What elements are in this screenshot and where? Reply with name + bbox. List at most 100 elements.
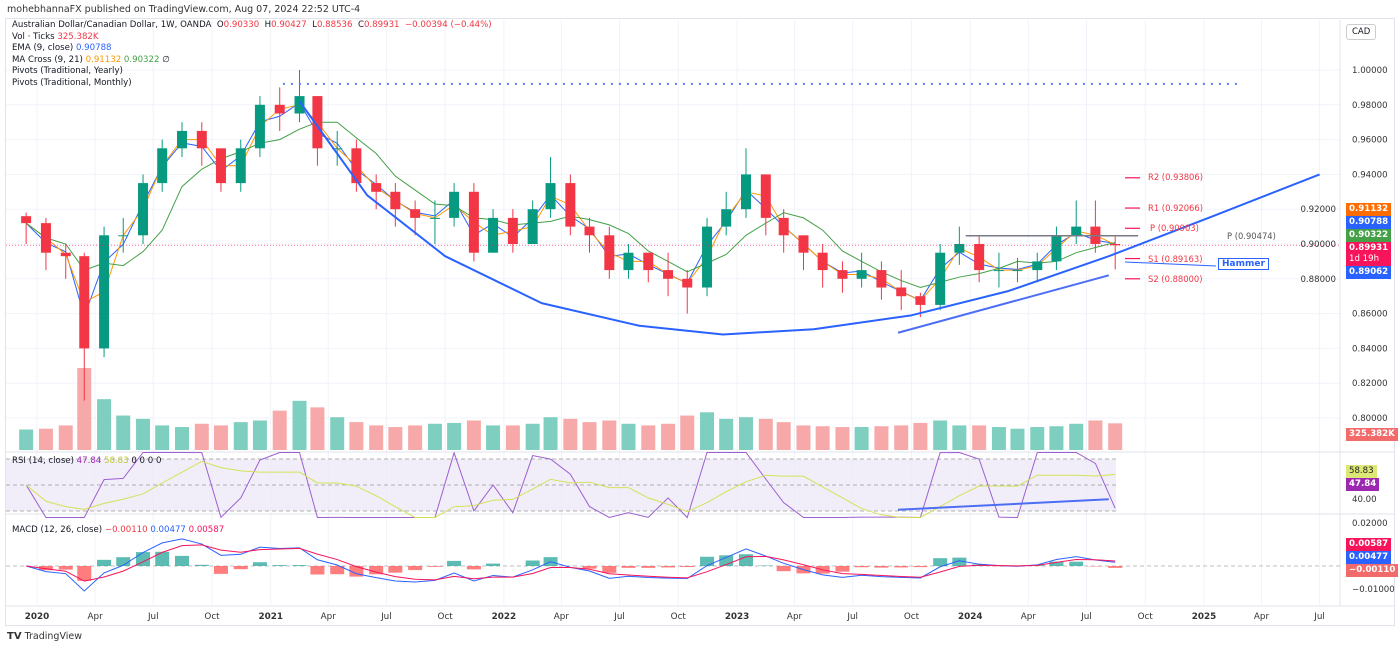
volume-bar [874,426,889,450]
candle-body [312,96,323,149]
rsi-ma-line [25,460,1116,518]
chart-legend: Australian Dollar/Canadian Dollar, 1W, O… [12,20,492,90]
candle-body [235,148,246,184]
legend-symbol[interactable]: Australian Dollar/Canadian Dollar, 1W, O… [12,20,492,30]
time-axis-label: Oct [671,612,687,622]
macd-histogram-bar [213,566,228,574]
macd-histogram-bar [136,552,151,566]
volume-bar [700,412,715,450]
price-axis-label: 0.84000 [1352,344,1388,354]
candle-body [488,217,499,253]
candle-body [1071,226,1082,236]
candle-body [390,191,401,210]
macd-legend[interactable]: MACD (12, 26, close) −0.00110 0.00477 0.… [12,525,225,535]
rsi-legend[interactable]: RSI (14, close) 47.84 58.83 0 0 0 0 [12,456,162,466]
time-axis-label: 2023 [725,612,749,622]
volume-tag: 325.382K [1346,428,1398,441]
time-axis-label: Apr [1254,612,1270,622]
candle-body [118,235,129,237]
candle-body [876,270,887,288]
macd-histogram-bar [369,566,384,575]
macd-histogram-bar [77,566,92,581]
macd-histogram-bar [739,554,754,566]
candle-body [915,296,926,305]
legend-pivots-yearly[interactable]: Pivots (Traditional, Yearly) [12,66,123,77]
macd-axis-label: 0.02000 [1352,519,1388,529]
price-tag-s1: 0.89062 [1346,266,1392,279]
hammer-annotation[interactable]: Hammer [1218,258,1269,270]
macd-signal-tag: 0.00587 [1346,538,1392,551]
volume-bar [894,425,909,450]
volume-bar [661,423,676,450]
price-axis-label: 0.86000 [1352,310,1388,320]
currency-button[interactable]: CAD [1346,24,1377,40]
candle-body [99,235,110,349]
candle-body [584,226,595,236]
price-tag-ma-slow: 0.90322 [1346,229,1392,242]
candle-body [60,252,71,257]
macd-histogram-bar [292,565,307,566]
rsi-axis-label: 40.00 [1352,495,1377,505]
volume-bar [408,425,423,450]
macd-histogram-bar [952,557,967,566]
volume-bar [136,418,151,450]
time-axis-label: Jul [147,612,159,622]
candle-body [778,217,789,236]
volume-bar [369,425,384,450]
candle-body [856,270,867,279]
volume-bar [913,422,928,450]
price-axis-label: 0.96000 [1352,136,1388,146]
legend-ema[interactable]: EMA (9, close) 0.90788 [12,43,112,54]
volume-bar [447,422,462,450]
price-tag-ma-fast: 0.91132 [1346,203,1392,216]
pivot-s2-label: S2 (0.88000) [1148,274,1203,284]
price-tag-ema: 0.90788 [1346,216,1392,229]
candle-body [896,287,907,297]
tradingview-logo[interactable]: TV TradingView [7,631,82,642]
volume-bar [582,422,597,450]
legend-ma-cross[interactable]: MA Cross (9, 21) 0.91132 0.90322 ∅ [12,54,170,65]
volume-bar [174,427,189,450]
macd-histogram-bar [466,566,481,570]
volume-bar [641,425,656,450]
macd-histogram-bar [116,557,131,566]
chart-frame[interactable] [5,18,1395,626]
pivot-r1-label: R1 (0.92066) [1148,203,1203,213]
candle-body [817,252,828,271]
volume-bar [505,425,520,450]
volume-bar [272,410,287,450]
candle-body [429,217,440,219]
candle-body [643,252,654,271]
cup-curve-drawing [298,100,1320,336]
legend-pivots-monthly[interactable]: Pivots (Traditional, Monthly) [12,77,132,88]
candle-body [332,148,343,150]
time-axis-label: 2020 [25,612,49,622]
volume-bar [719,418,734,450]
macd-histogram-bar [933,558,948,566]
macd-histogram-bar [641,566,656,568]
volume-bar [739,417,754,450]
macd-histogram-bar [894,566,909,568]
volume-bar [19,429,34,450]
volume-bar [1069,423,1084,450]
candle-body [1051,235,1062,262]
candle-body [351,148,362,184]
candle-body [545,183,556,210]
price-axis-label: 0.94000 [1352,170,1388,180]
volume-bar [621,423,636,450]
support-trendline [897,274,1110,334]
candle-body [954,244,965,253]
volume-bar [310,407,325,450]
legend-volume[interactable]: Vol · Ticks 325.382K [12,31,99,42]
time-axis-label: Oct [904,612,920,622]
published-info: mohebhannaFX published on TradingView.co… [7,4,361,15]
candle-body [138,183,149,236]
volume-bar [194,423,209,450]
time-axis-label: Apr [554,612,570,622]
macd-histogram-bar [582,566,597,569]
macd-histogram-bar [719,555,734,566]
rsi-trendline [897,498,1109,511]
candle-body [604,235,615,271]
price-axis-label: 0.80000 [1352,414,1388,424]
